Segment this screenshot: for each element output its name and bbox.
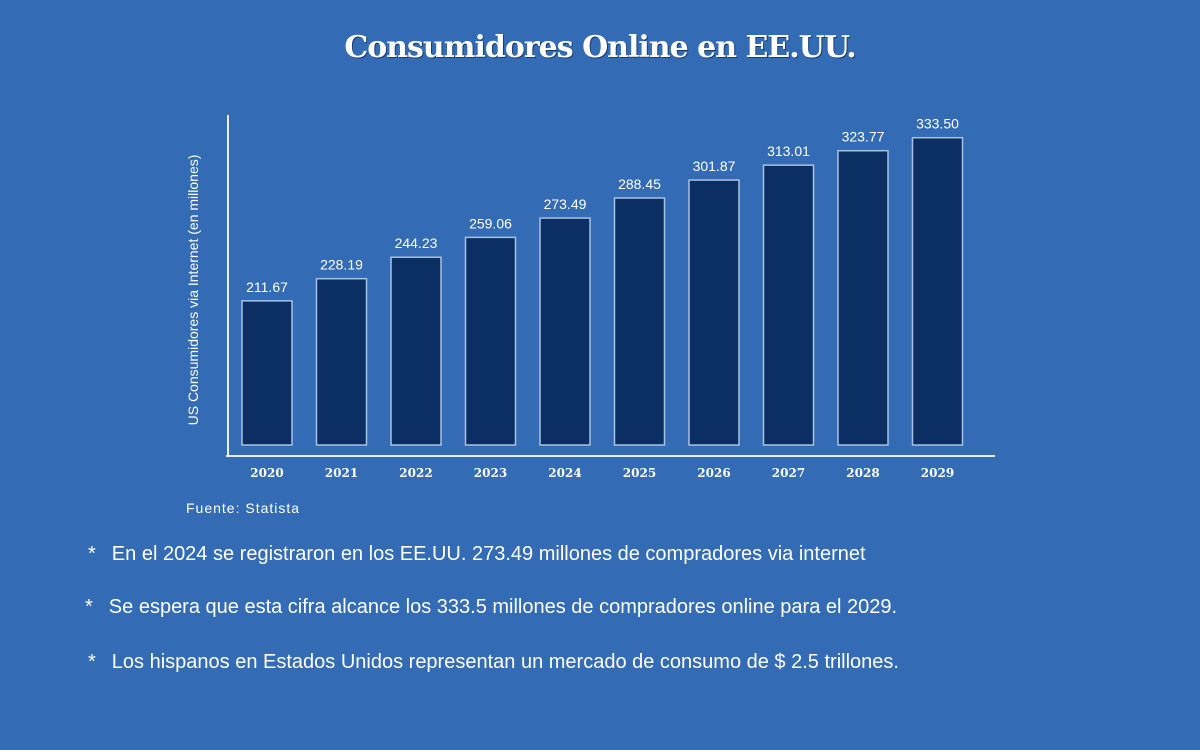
x-tick-2024: 2024 (548, 466, 581, 480)
x-tick-2022: 2022 (399, 466, 432, 480)
bullet: * (88, 543, 96, 565)
bar-2022 (390, 256, 442, 446)
data-label-2022: 244.23 (395, 235, 438, 251)
source-note: Fuente: Statista (186, 500, 301, 516)
x-tick-2021: 2021 (325, 466, 358, 480)
data-label-2025: 288.45 (618, 176, 661, 192)
data-label-2027: 313.01 (767, 143, 810, 159)
note-text: En el 2024 se registraron en los EE.UU. … (111, 543, 866, 565)
note-2: * Se espera que esta cifra alcance los 33… (85, 596, 897, 619)
x-tick-2029: 2029 (921, 466, 954, 480)
data-label-2020: 211.67 (246, 279, 288, 295)
x-tick-2026: 2026 (697, 466, 730, 480)
note-1: * En el 2024 se registraron en los EE.UU.… (88, 543, 866, 566)
data-label-2023: 259.06 (469, 215, 512, 231)
x-tick-2023: 2023 (474, 466, 507, 480)
x-tick-2025: 2025 (623, 466, 656, 480)
bar-2026 (688, 179, 740, 446)
bar-2024 (539, 217, 591, 446)
data-label-2024: 273.49 (544, 196, 587, 212)
x-tick-2028: 2028 (846, 466, 879, 480)
bullet: * (88, 651, 96, 673)
note-text: Se espera que esta cifra alcance los 333… (108, 596, 898, 618)
data-label-2029: 333.50 (916, 116, 959, 132)
x-tick-2020: 2020 (250, 466, 283, 480)
bar-2029 (911, 136, 964, 446)
bar-2021 (315, 277, 368, 446)
y-axis-label: US Consumidores via Internet (en millone… (185, 154, 201, 426)
data-label-2026: 301.87 (693, 158, 736, 174)
bar-2020 (241, 300, 293, 446)
note-3: * Los hispanos en Estados Unidos represen… (88, 651, 899, 674)
chart-title: Consumidores Online en EE.UU. (344, 30, 856, 65)
bar-2025 (613, 197, 666, 446)
bullet: * (85, 596, 93, 618)
bar-2028 (837, 149, 889, 446)
data-label-2028: 323.77 (842, 129, 885, 145)
x-tick-2027: 2027 (772, 466, 805, 480)
note-text: Los hispanos en Estados Unidos represent… (111, 651, 899, 673)
data-label-2021: 228.19 (320, 257, 363, 273)
bar-2023 (464, 236, 517, 446)
bar-2027 (762, 164, 815, 446)
